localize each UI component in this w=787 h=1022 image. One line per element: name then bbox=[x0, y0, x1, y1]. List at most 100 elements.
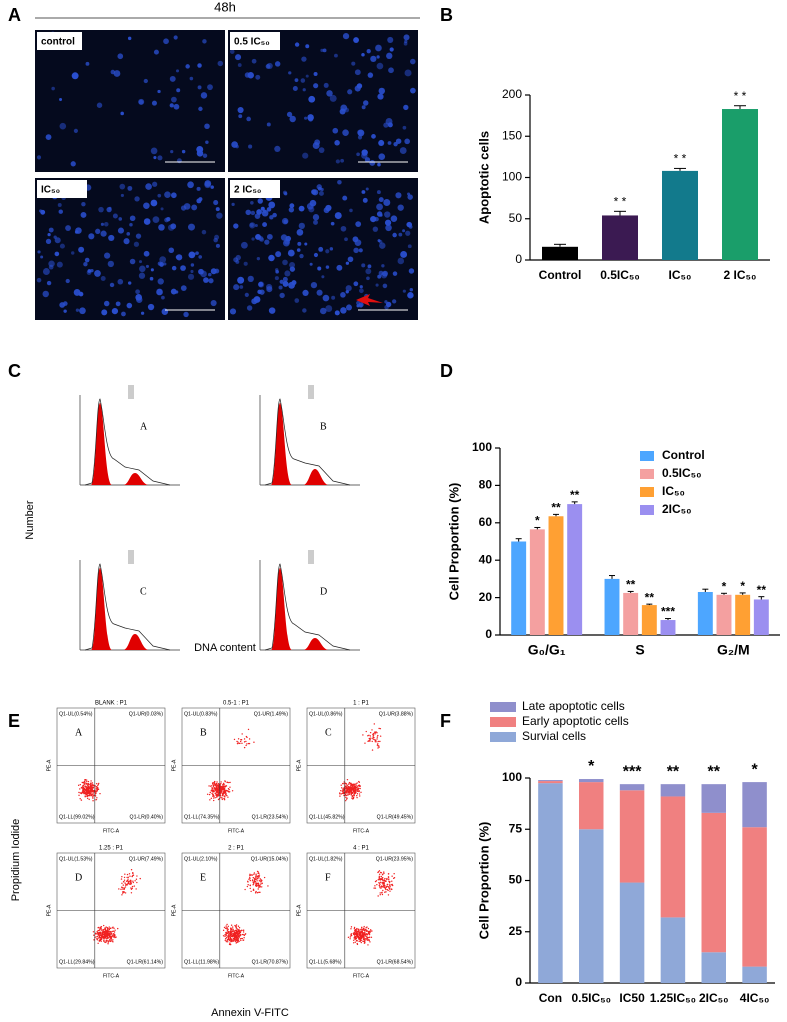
legend-label: Control bbox=[662, 448, 705, 462]
event-dot bbox=[214, 792, 216, 794]
event-dot bbox=[261, 882, 263, 884]
event-dot bbox=[224, 935, 226, 938]
event-dot bbox=[235, 924, 238, 926]
cell-dot bbox=[342, 195, 348, 201]
significance: * bbox=[740, 579, 745, 593]
cell-dot bbox=[250, 201, 254, 205]
event-dot bbox=[124, 892, 127, 894]
cell-dot bbox=[382, 283, 388, 289]
cell-dot bbox=[312, 189, 319, 196]
cell-dot bbox=[357, 129, 363, 136]
event-dot bbox=[223, 789, 226, 791]
event-dot bbox=[356, 785, 359, 787]
cell-dot bbox=[265, 64, 271, 69]
cell-dot bbox=[246, 305, 253, 311]
cell-dot bbox=[384, 300, 388, 304]
legend-swatch bbox=[640, 487, 654, 497]
g2-peak bbox=[303, 469, 329, 485]
event-dot bbox=[345, 790, 347, 792]
cell-dot bbox=[138, 260, 143, 264]
event-dot bbox=[391, 880, 393, 882]
cell-dot bbox=[46, 280, 52, 286]
cell-dot bbox=[353, 247, 359, 254]
g2-peak bbox=[303, 638, 329, 650]
cell-dot bbox=[298, 205, 305, 212]
event-dot bbox=[255, 878, 258, 880]
event-dot bbox=[81, 781, 83, 784]
event-dot bbox=[226, 781, 228, 783]
event-dot bbox=[247, 884, 249, 886]
event-dot bbox=[82, 781, 85, 784]
cell-dot bbox=[229, 308, 237, 315]
event-dot bbox=[79, 783, 82, 786]
event-dot bbox=[106, 937, 108, 940]
event-dot bbox=[373, 723, 376, 725]
cell-dot bbox=[313, 252, 319, 258]
event-dot bbox=[246, 743, 248, 745]
y-tick-label: 40 bbox=[479, 552, 493, 566]
event-dot bbox=[366, 939, 368, 941]
cell-dot bbox=[359, 285, 363, 289]
cell-dot bbox=[57, 203, 62, 207]
event-dot bbox=[356, 940, 358, 942]
event-dot bbox=[353, 790, 355, 793]
event-dot bbox=[356, 928, 358, 930]
cell-dot bbox=[289, 203, 295, 209]
bar-segment bbox=[742, 782, 767, 828]
cell-dot bbox=[237, 276, 245, 284]
cell-dot bbox=[376, 62, 384, 70]
bar bbox=[735, 594, 751, 635]
event-dot bbox=[237, 937, 240, 940]
cell-dot bbox=[379, 213, 383, 217]
event-dot bbox=[352, 932, 355, 935]
cell-dot bbox=[138, 272, 146, 279]
bar-segment bbox=[579, 829, 604, 983]
event-dot bbox=[252, 876, 254, 879]
event-dot bbox=[255, 884, 257, 887]
cell-dot bbox=[73, 128, 78, 133]
event-dot bbox=[230, 938, 232, 941]
event-dot bbox=[229, 781, 231, 784]
cell-dot bbox=[214, 268, 220, 274]
cell-dot bbox=[249, 222, 256, 229]
event-dot bbox=[101, 932, 104, 934]
event-dot bbox=[353, 783, 355, 785]
event-dot bbox=[211, 787, 213, 789]
quadrant-label: Q1-UL(2.10%) bbox=[184, 856, 218, 862]
cell-dot bbox=[98, 206, 104, 213]
cell-dot bbox=[397, 204, 404, 211]
event-dot bbox=[259, 891, 261, 894]
y-tick-label: 25 bbox=[509, 924, 523, 938]
event-dot bbox=[237, 738, 240, 740]
cell-dot bbox=[233, 223, 239, 229]
event-dot bbox=[129, 875, 131, 877]
cell-dot bbox=[288, 281, 295, 289]
cell-dot bbox=[367, 72, 374, 78]
event-dot bbox=[255, 874, 257, 876]
bar-segment bbox=[619, 784, 645, 791]
label-box bbox=[37, 180, 87, 198]
cell-dot bbox=[45, 238, 52, 244]
cell-dot bbox=[81, 201, 86, 207]
event-dot bbox=[121, 882, 123, 884]
event-dot bbox=[375, 731, 377, 733]
event-dot bbox=[84, 793, 86, 795]
hist-label: C bbox=[140, 586, 147, 597]
hist-outline bbox=[84, 398, 171, 486]
event-dot bbox=[253, 873, 255, 876]
event-dot bbox=[108, 929, 110, 931]
event-dot bbox=[358, 934, 361, 936]
cell-dot bbox=[317, 266, 322, 271]
bar-segment bbox=[579, 782, 604, 830]
cell-dot bbox=[302, 152, 309, 159]
event-dot bbox=[224, 939, 226, 942]
event-dot bbox=[122, 884, 124, 886]
cell-dot bbox=[383, 198, 391, 206]
event-dot bbox=[212, 786, 215, 788]
event-dot bbox=[359, 939, 362, 941]
cell-dot bbox=[321, 275, 325, 279]
cell-dot bbox=[100, 276, 106, 282]
cell-dot bbox=[200, 92, 208, 99]
cell-dot bbox=[322, 48, 327, 53]
event-dot bbox=[225, 937, 228, 939]
